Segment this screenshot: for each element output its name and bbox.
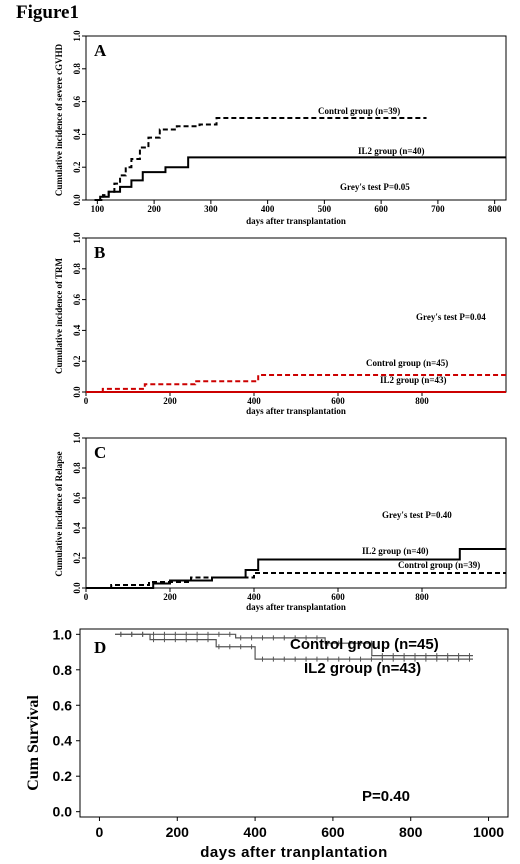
series-layer <box>94 117 506 201</box>
y-tick-label: 0.6 <box>72 95 82 107</box>
y-tick-label: 0.2 <box>72 355 82 367</box>
x-tick-label: 200 <box>166 824 190 840</box>
x-tick-label: 0 <box>84 592 89 602</box>
y-tick-label: 0.0 <box>72 386 82 398</box>
y-tick-label: 0.6 <box>72 293 82 305</box>
x-axis-label: days after transplantation <box>246 216 346 226</box>
x-tick-label: 0 <box>84 396 89 406</box>
x-tick-label: 400 <box>247 592 261 602</box>
x-tick-label: 500 <box>318 204 332 214</box>
y-axis-label: Cumulative incidence of TRM <box>54 257 64 374</box>
y-tick-label: 0.0 <box>53 804 73 820</box>
x-tick-label: 600 <box>374 204 388 214</box>
y-tick-label: 0.8 <box>53 662 73 678</box>
plot-frame <box>79 628 509 818</box>
x-ticks: 0 200 400 600 800 <box>84 392 429 406</box>
x-ticks: 100 200 300 400 500 600 700 800 <box>91 200 502 214</box>
y-ticks: 0.0 0.2 0.4 0.6 0.8 1.0 <box>53 626 80 820</box>
y-tick-label: 0.8 <box>72 63 82 75</box>
x-axis-label: days after transplantation <box>246 602 346 612</box>
y-tick-label: 0.4 <box>72 324 82 336</box>
y-tick-label: 0.2 <box>72 161 82 173</box>
series-label-il2: IL2 group (n=43) <box>380 375 446 385</box>
x-tick-label: 700 <box>431 204 445 214</box>
series-line-1 <box>115 633 473 660</box>
series-label-control: Control group (n=45) <box>290 636 439 653</box>
y-tick-label: 0.2 <box>53 768 73 784</box>
x-tick-label: 600 <box>321 824 345 840</box>
y-tick-label: 0.2 <box>72 552 82 564</box>
x-ticks: 0 200 400 600 800 <box>84 588 429 602</box>
y-ticks: 0.0 0.2 0.4 0.6 0.8 1.0 <box>72 432 86 594</box>
series-label-control: Control group (n=39) <box>318 106 400 116</box>
panel-letter: A <box>94 41 107 60</box>
series-label-control: Control group (n=45) <box>366 358 448 368</box>
x-tick-label: 0 <box>96 824 104 840</box>
y-tick-label: 1.0 <box>72 432 82 444</box>
y-tick-label: 0.0 <box>72 194 82 206</box>
test-annotation: Grey's test P=0.40 <box>382 510 452 520</box>
x-tick-label: 600 <box>331 396 345 406</box>
y-tick-label: 0.4 <box>72 522 82 534</box>
x-tick-label: 400 <box>261 204 275 214</box>
y-tick-label: 1.0 <box>53 626 73 642</box>
series-label-il2: IL2 group (n=43) <box>304 660 421 677</box>
y-tick-label: 1.0 <box>72 232 82 244</box>
y-tick-label: 0.8 <box>72 263 82 275</box>
x-axis-label: days after transplantation <box>246 406 346 416</box>
x-tick-label: 600 <box>331 592 345 602</box>
series-layer <box>86 548 506 589</box>
x-tick-label: 300 <box>204 204 218 214</box>
x-tick-label: 400 <box>243 824 267 840</box>
series-layer <box>115 631 473 662</box>
x-tick-label: 1000 <box>473 824 504 840</box>
test-annotation: P=0.40 <box>362 788 410 805</box>
series-line-1 <box>94 156 506 201</box>
series-label-il2: IL2 group (n=40) <box>362 546 428 556</box>
panel-letter: C <box>94 443 106 462</box>
y-ticks: 0.0 0.2 0.4 0.6 0.8 1.0 <box>72 30 86 206</box>
x-tick-label: 200 <box>163 396 177 406</box>
series-label-control: Control group (n=39) <box>398 560 480 570</box>
x-tick-label: 800 <box>399 824 423 840</box>
x-ticks: 0 200 400 600 800 1000 <box>96 817 504 840</box>
series-layer <box>86 374 506 393</box>
panel-a-chart: A 0.0 0.2 0.4 0.6 0.8 1.0 100 200 300 400 500 600 7… <box>54 30 507 226</box>
y-tick-label: 0.8 <box>72 462 82 474</box>
y-axis-label: Cum Survival <box>25 695 42 791</box>
panel-b-chart: B 0.0 0.2 0.4 0.6 0.8 1.0 0 200 400 600 800 days … <box>54 232 507 416</box>
y-tick-label: 0.4 <box>72 128 82 140</box>
panel-c-chart: C 0.0 0.2 0.4 0.6 0.8 1.0 0 200 400 600 800 days … <box>54 432 507 612</box>
panel-d-chart: D 0.0 0.2 0.4 0.6 0.8 1.0 0 200 400 600 800 1000 d… <box>25 626 509 861</box>
series-line-0 <box>115 633 473 657</box>
series-line-0 <box>86 374 506 393</box>
panel-letter: D <box>94 638 106 657</box>
test-annotation: Grey's test P=0.05 <box>340 182 410 192</box>
y-tick-label: 0.6 <box>53 697 73 713</box>
y-axis-label: Cumulative incidence of Relapse <box>54 451 64 576</box>
x-tick-label: 800 <box>415 396 429 406</box>
plot-frame <box>85 35 507 201</box>
y-tick-label: 0.0 <box>72 582 82 594</box>
figure-title: Figure1 <box>16 2 79 23</box>
x-tick-label: 800 <box>415 592 429 602</box>
series-line-1 <box>86 572 506 589</box>
y-ticks: 0.0 0.2 0.4 0.6 0.8 1.0 <box>72 232 86 398</box>
series-label-il2: IL2 group (n=40) <box>358 146 424 156</box>
x-tick-label: 100 <box>91 204 105 214</box>
y-tick-label: 0.4 <box>53 733 73 749</box>
x-axis-label: days after tranplantation <box>200 844 388 861</box>
panel-letter: B <box>94 243 105 262</box>
test-annotation: Grey's test P=0.04 <box>416 312 486 322</box>
plot-frame <box>85 437 507 589</box>
x-tick-label: 800 <box>488 204 502 214</box>
x-tick-label: 200 <box>163 592 177 602</box>
y-axis-label: Cumulative incidence of severe cGVHD <box>54 43 64 196</box>
x-tick-label: 400 <box>247 396 261 406</box>
y-tick-label: 0.6 <box>72 492 82 504</box>
x-tick-label: 200 <box>147 204 161 214</box>
y-tick-label: 1.0 <box>72 30 82 42</box>
